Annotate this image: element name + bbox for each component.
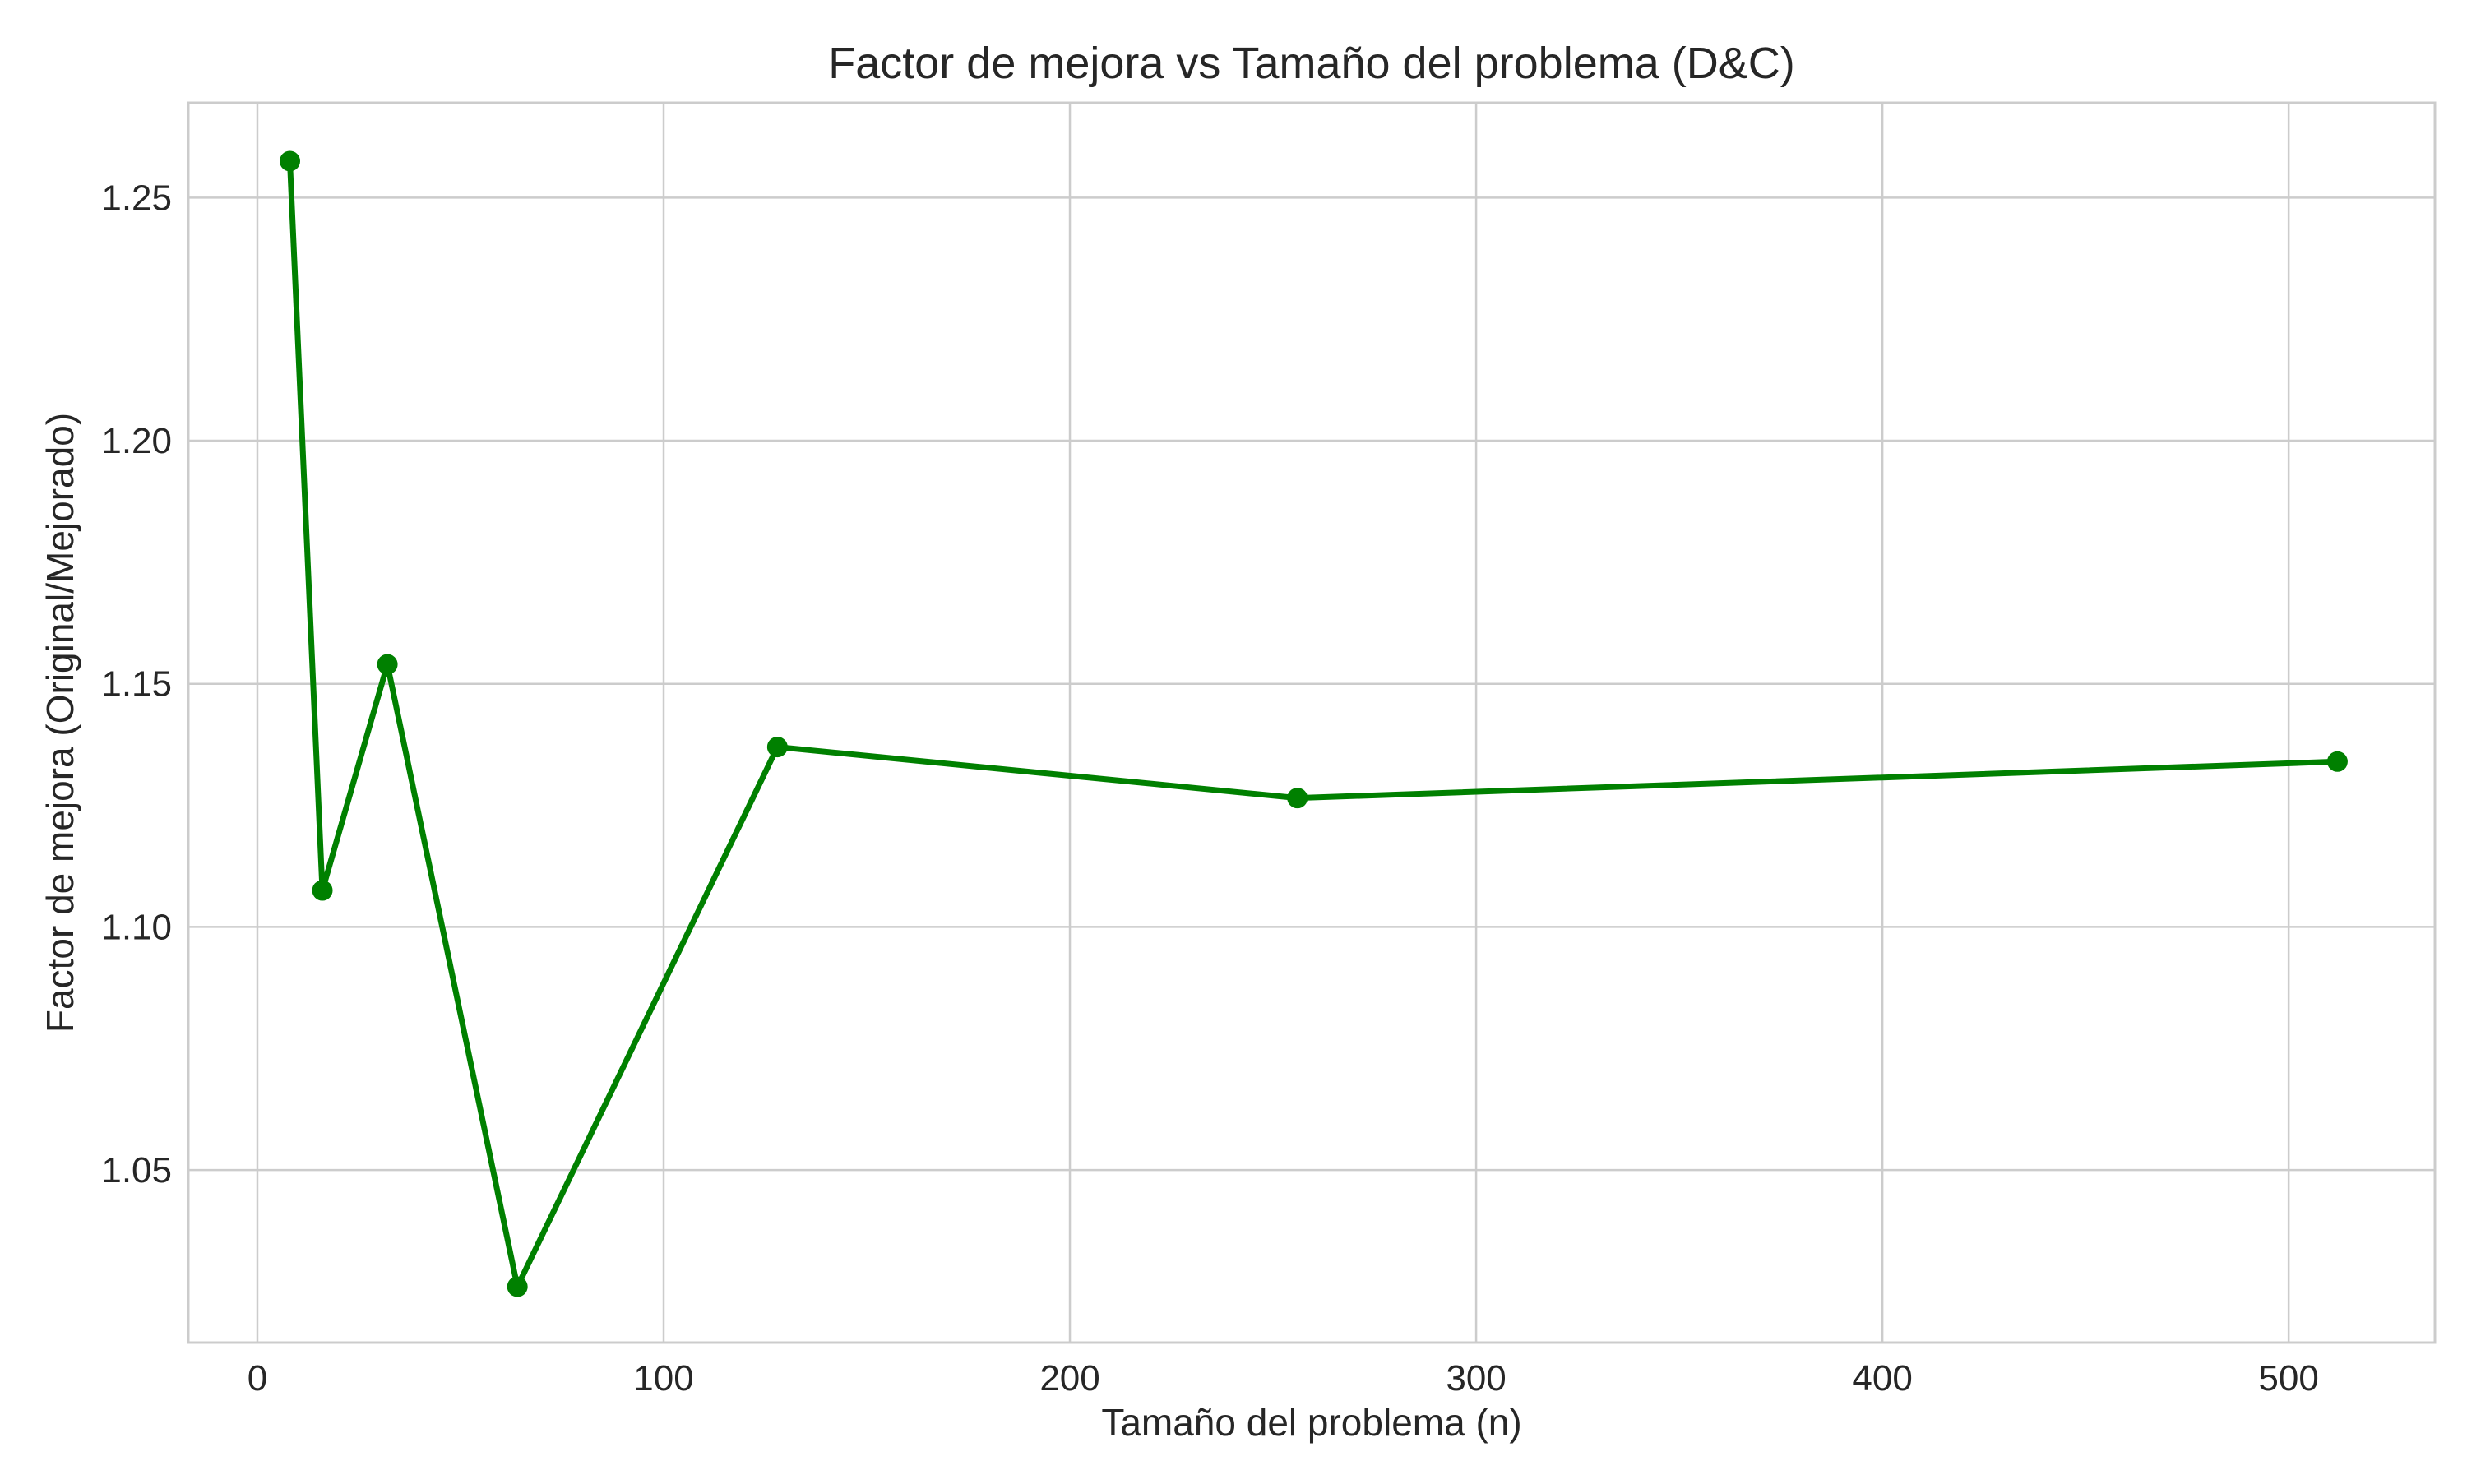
y-tick-label: 1.10 (101, 907, 172, 947)
x-tick-label: 200 (1039, 1358, 1099, 1398)
x-tick-labels: 0 100 200 300 400 500 (248, 1358, 2319, 1398)
series-line (287, 158, 2340, 1290)
plot-frame (187, 101, 2437, 1344)
y-tick-labels: 1.05 1.10 1.15 1.20 1.25 (101, 178, 172, 1190)
x-tick-label: 500 (2258, 1358, 2318, 1398)
grid (188, 103, 2435, 1343)
data-point (377, 654, 398, 675)
chart-title: Factor de mejora vs Tamaño del problema … (828, 39, 1794, 88)
y-axis-label: Factor de mejora (Original/Mejorado) (39, 413, 81, 1033)
y-tick-label: 1.20 (101, 421, 172, 461)
y-tick-label: 1.05 (101, 1150, 172, 1190)
y-tick-label: 1.25 (101, 178, 172, 218)
data-point (766, 737, 788, 758)
x-axis-label: Tamaño del problema (n) (1101, 1401, 1521, 1444)
data-point (280, 150, 301, 172)
x-tick-label: 400 (1852, 1358, 1912, 1398)
data-point (1287, 788, 1308, 809)
series-layer (280, 150, 2348, 1297)
y-tick-label: 1.15 (101, 664, 172, 705)
data-point (2326, 751, 2348, 772)
data-point (507, 1276, 528, 1297)
x-tick-label: 300 (1446, 1358, 1506, 1398)
x-tick-label: 0 (248, 1358, 267, 1398)
data-point (312, 880, 333, 901)
x-tick-label: 100 (633, 1358, 693, 1398)
